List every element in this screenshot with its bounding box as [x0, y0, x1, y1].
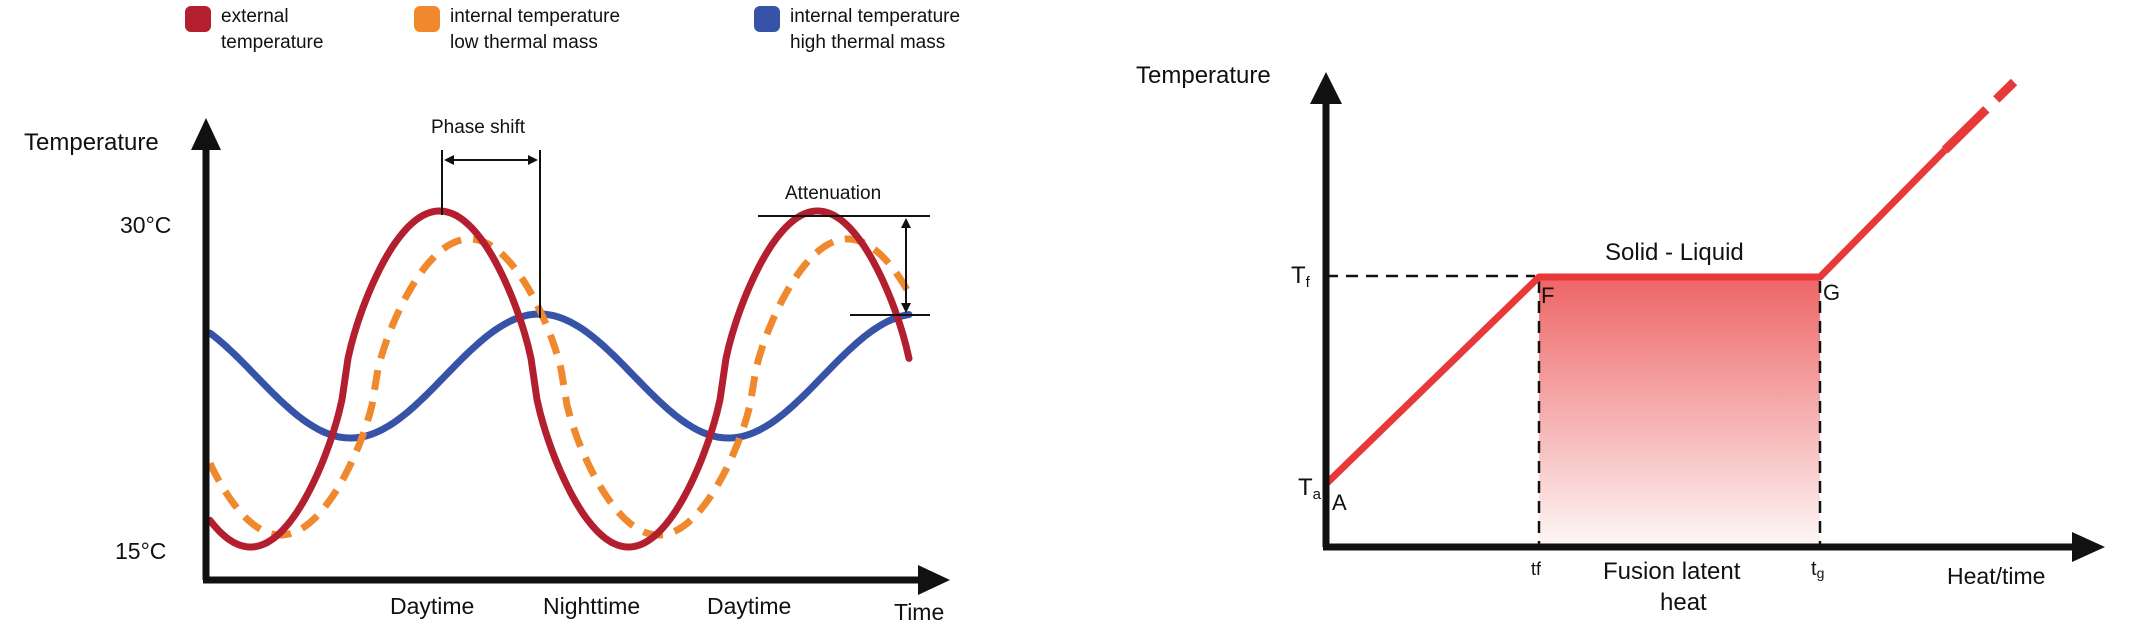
heating-curve-extension: [1941, 78, 2018, 154]
fusion-latent-heat-label-line1: Fusion latent: [1603, 558, 1741, 585]
legend-label-low-mass-line1: internal temperature: [450, 6, 620, 27]
time-g-main: t: [1811, 558, 1817, 580]
time-g-label: tg: [1811, 558, 1824, 581]
ta-main: T: [1298, 474, 1313, 501]
period-label-daytime-1: Daytime: [390, 593, 474, 619]
period-label-daytime-2: Daytime: [707, 593, 791, 619]
ta-sub: a: [1313, 486, 1322, 503]
fusion-latent-heat-area: [1539, 277, 1820, 547]
legend-swatch-low-mass: [414, 6, 440, 32]
phase-change-diagram: Temperature Heat/time Solid - Liquid Fus…: [1136, 62, 2105, 616]
legend-label-low-mass-line2: low thermal mass: [450, 32, 598, 53]
tf-sub: f: [1306, 274, 1311, 291]
time-f-label: tf: [1531, 559, 1542, 579]
legend-label-high-mass-line2: high thermal mass: [790, 32, 945, 53]
curve-external-temperature: [206, 207, 913, 551]
phase-shift-arrow-left: [444, 155, 454, 165]
tick-label-15c: 15°C: [115, 538, 166, 564]
point-a-label: A: [1332, 490, 1347, 515]
right-y-axis-label: Temperature: [1136, 62, 1271, 89]
thermal-mass-diagram: Temperature Time 30°C 15°C Phase shift A…: [24, 117, 950, 625]
tf-temperature-label: Tf: [1291, 262, 1311, 291]
time-g-sub: g: [1817, 565, 1825, 581]
legend-label-high-mass-line1: internal temperature: [790, 6, 960, 27]
point-g-label: G: [1823, 280, 1840, 305]
curve-internal-low-mass: [206, 235, 913, 539]
legend-item-high-mass: internal temperature high thermal mass: [754, 6, 960, 53]
legend: external temperature internal temperatur…: [185, 6, 960, 53]
tick-label-30c: 30°C: [120, 212, 171, 238]
phase-shift-arrow-right: [528, 155, 538, 165]
legend-swatch-external: [185, 6, 211, 32]
legend-item-low-mass: internal temperature low thermal mass: [414, 6, 620, 53]
curve-internal-high-mass: [206, 310, 913, 442]
fusion-latent-heat-label-line2: heat: [1660, 589, 1707, 616]
attenuation-label: Attenuation: [785, 183, 881, 204]
phase-shift-label: Phase shift: [431, 117, 526, 138]
attenuation-arrow-top: [901, 218, 911, 228]
legend-label-external-line1: external: [221, 6, 289, 27]
right-x-axis-label: Heat/time: [1947, 563, 2045, 589]
left-y-axis-arrowhead: [191, 118, 221, 150]
legend-label-external-line2: temperature: [221, 32, 323, 53]
legend-item-external: external temperature: [185, 6, 323, 53]
legend-swatch-high-mass: [754, 6, 780, 32]
attenuation-arrow-bottom: [901, 303, 911, 313]
period-label-nighttime: Nighttime: [543, 593, 640, 619]
left-x-axis-label: Time: [894, 599, 944, 625]
left-x-axis-arrowhead: [918, 565, 950, 595]
ta-temperature-label: Ta: [1298, 474, 1322, 503]
heating-curve: [1323, 147, 1948, 487]
point-f-label: F: [1541, 283, 1554, 308]
right-y-axis-arrowhead: [1310, 72, 1342, 104]
plateau-label: Solid - Liquid: [1605, 239, 1744, 266]
left-y-axis-label: Temperature: [24, 129, 159, 156]
tf-main: T: [1291, 262, 1306, 289]
right-x-axis-arrowhead: [2072, 532, 2105, 562]
